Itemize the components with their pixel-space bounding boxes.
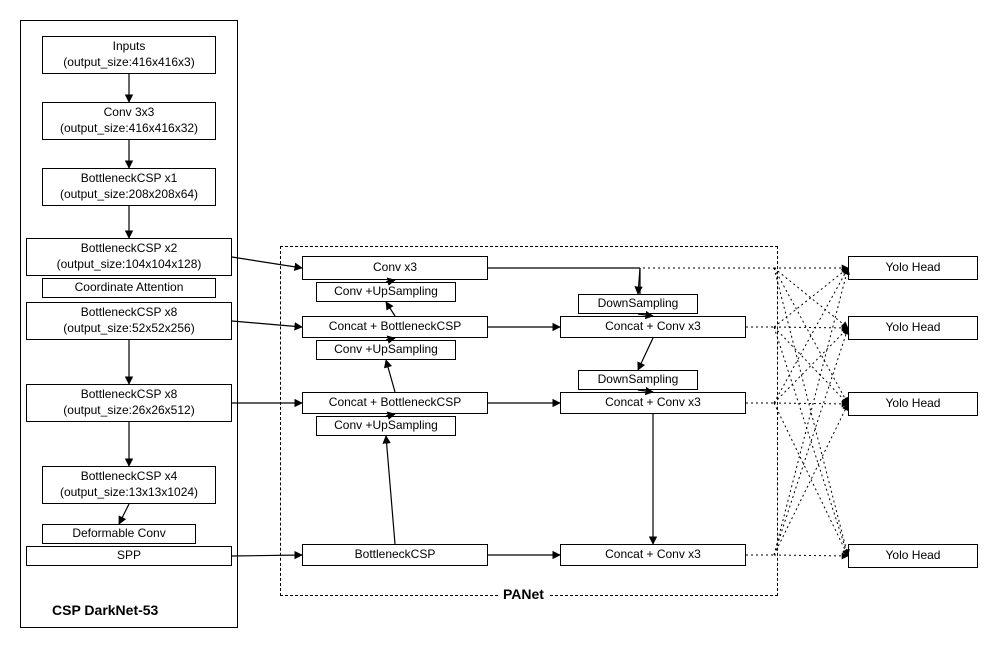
node-bcsp2: BottleneckCSP x2(output_size:104x104x128… [26,238,232,276]
node-label: Concat + Conv x3 [605,547,701,563]
node-label: Coordinate Attention [75,280,184,296]
node-sublabel: (output_size:104x104x128) [57,257,202,273]
node-yh3: Yolo Head [848,392,978,416]
node-cc2: Concat + Conv x3 [560,392,746,414]
node-label: Yolo Head [886,260,941,276]
node-label: Conv +UpSampling [334,418,438,434]
node-label: SPP [117,548,141,564]
node-label: Conv +UpSampling [334,284,438,300]
node-label: DownSampling [598,372,679,388]
node-convx3: Conv x3 [302,256,488,280]
node-label: Yolo Head [886,396,941,412]
node-up3: Conv +UpSampling [316,416,456,436]
node-inputs: Inputs(output_size:416x416x3) [42,36,216,74]
node-sublabel: (output_size:416x416x3) [63,55,194,71]
node-cb1: Concat + BottleneckCSP [302,316,488,338]
node-sublabel: (output_size:26x26x512) [63,403,194,419]
node-spp: SPP [26,546,232,566]
node-label: BottleneckCSP [355,547,436,563]
node-cc3: Concat + Conv x3 [560,544,746,566]
node-label: Deformable Conv [72,526,165,542]
node-label: Inputs [113,39,146,55]
section-label-backbone: CSP DarkNet-53 [48,602,162,618]
node-yh1: Yolo Head [848,256,978,280]
node-label: BottleneckCSP x4 [81,469,178,485]
node-label: Concat + Conv x3 [605,395,701,411]
node-label: BottleneckCSP x8 [81,305,178,321]
node-label: BottleneckCSP x8 [81,387,178,403]
node-defconv: Deformable Conv [42,524,196,544]
node-cc1: Concat + Conv x3 [560,316,746,338]
node-label: Concat + BottleneckCSP [329,395,461,411]
node-ds1: DownSampling [578,294,698,314]
node-bcsp8a: BottleneckCSP x8(output_size:52x52x256) [26,302,232,340]
node-ds2: DownSampling [578,370,698,390]
node-bcsp1: BottleneckCSP x1(output_size:208x208x64) [42,168,216,206]
node-label: Conv 3x3 [104,105,155,121]
node-label: Conv +UpSampling [334,342,438,358]
node-sublabel: (output_size:208x208x64) [60,187,198,203]
node-sublabel: (output_size:52x52x256) [63,321,194,337]
node-cb2: Concat + BottleneckCSP [302,392,488,414]
node-bcsp4: BottleneckCSP x4(output_size:13x13x1024) [42,466,216,504]
node-up2: Conv +UpSampling [316,340,456,360]
node-bcsp_p: BottleneckCSP [302,544,488,566]
node-sublabel: (output_size:13x13x1024) [60,485,198,501]
node-label: Concat + BottleneckCSP [329,319,461,335]
node-label: BottleneckCSP x2 [81,241,178,257]
node-label: Yolo Head [886,320,941,336]
node-yh2: Yolo Head [848,316,978,340]
node-bcsp8b: BottleneckCSP x8(output_size:26x26x512) [26,384,232,422]
node-label: Conv x3 [373,260,417,276]
section-label-panet: PANet [499,586,548,602]
node-up1: Conv +UpSampling [316,282,456,302]
node-label: Yolo Head [886,548,941,564]
node-label: DownSampling [598,296,679,312]
node-coordattn: Coordinate Attention [42,278,216,298]
node-label: BottleneckCSP x1 [81,171,178,187]
node-sublabel: (output_size:416x416x32) [60,121,198,137]
node-yh4: Yolo Head [848,544,978,568]
node-label: Concat + Conv x3 [605,319,701,335]
node-conv3x3: Conv 3x3(output_size:416x416x32) [42,102,216,140]
